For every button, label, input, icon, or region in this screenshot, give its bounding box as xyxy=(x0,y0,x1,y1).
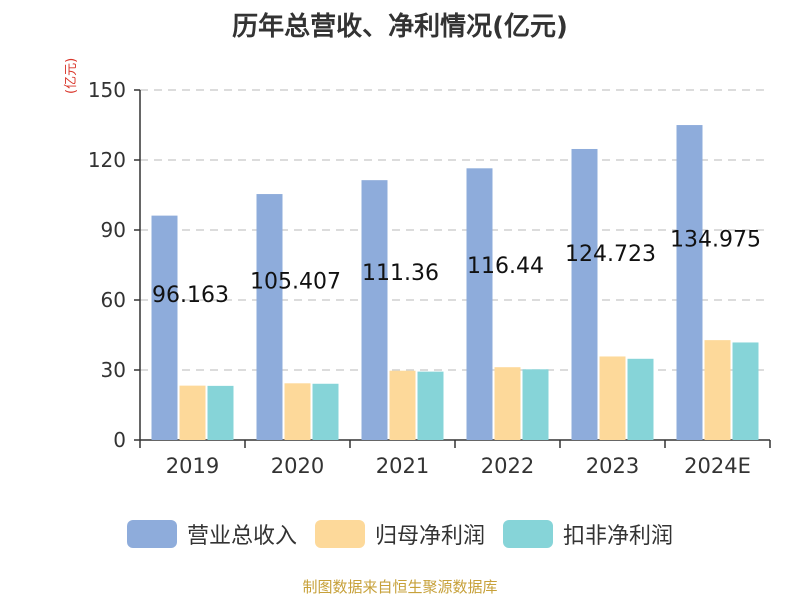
y-tick-label: 60 xyxy=(101,288,126,312)
bar-2-3 xyxy=(522,369,549,440)
bar-0-1 xyxy=(256,194,283,440)
x-tick-label: 2020 xyxy=(271,454,324,478)
bar-2-0 xyxy=(207,385,234,440)
data-label: 116.44 xyxy=(467,254,544,279)
bar-1-4 xyxy=(599,356,626,440)
legend-swatch xyxy=(503,520,553,548)
y-tick-label: 90 xyxy=(101,218,126,242)
data-label: 134.975 xyxy=(670,227,761,252)
legend-label: 扣非净利润 xyxy=(563,524,674,549)
bar-2-5 xyxy=(732,342,759,440)
legend-swatch xyxy=(126,520,177,548)
y-tick-label: 120 xyxy=(88,148,126,172)
legend-item[interactable]: 营业总收入 xyxy=(126,518,297,550)
bar-1-1 xyxy=(284,383,311,440)
data-label: 111.36 xyxy=(362,261,439,286)
bar-0-0 xyxy=(151,215,178,440)
bar-2-4 xyxy=(627,358,654,440)
x-tick-label: 2023 xyxy=(586,454,639,478)
x-tick-label: 2024E xyxy=(684,454,751,478)
x-tick-label: 2021 xyxy=(376,454,429,478)
bar-0-3 xyxy=(466,168,493,440)
bar-chart: 0 30 60 90 120 150 2019 96.163 2020 105.407 2021 11… xyxy=(88,78,771,478)
bar-1-5 xyxy=(704,340,731,440)
bar-1-3 xyxy=(494,367,521,440)
y-tick-label: 0 xyxy=(113,428,126,452)
bar-0-2 xyxy=(361,180,388,440)
data-label: 105.407 xyxy=(250,270,341,295)
data-label: 96.163 xyxy=(152,283,229,308)
bar-2-1 xyxy=(312,383,339,440)
legend-swatch xyxy=(314,520,365,548)
legend-label: 归母净利润 xyxy=(374,524,485,549)
x-tick-label: 2019 xyxy=(166,454,219,478)
x-tick-label: 2022 xyxy=(481,454,534,478)
legend-item[interactable]: 扣非净利润 xyxy=(503,518,673,550)
bar-0-5 xyxy=(676,125,703,440)
bar-1-0 xyxy=(179,385,206,440)
bar-1-2 xyxy=(389,370,416,440)
data-source-footer: 制图数据来自恒生聚源数据库 xyxy=(302,578,498,596)
bar-2-2 xyxy=(417,371,444,440)
legend-item[interactable]: 归母净利润 xyxy=(314,518,485,550)
y-tick-label: 150 xyxy=(88,78,126,102)
bar-0-4 xyxy=(571,148,598,440)
legend-label: 营业总收入 xyxy=(186,524,297,549)
data-label: 124.723 xyxy=(565,242,656,267)
chart-title: 历年总营收、净利情况(亿元) xyxy=(232,12,568,42)
chart-legend: 营业总收入 归母净利润 扣非净利润 xyxy=(0,518,800,550)
y-tick-label: 30 xyxy=(101,358,126,382)
